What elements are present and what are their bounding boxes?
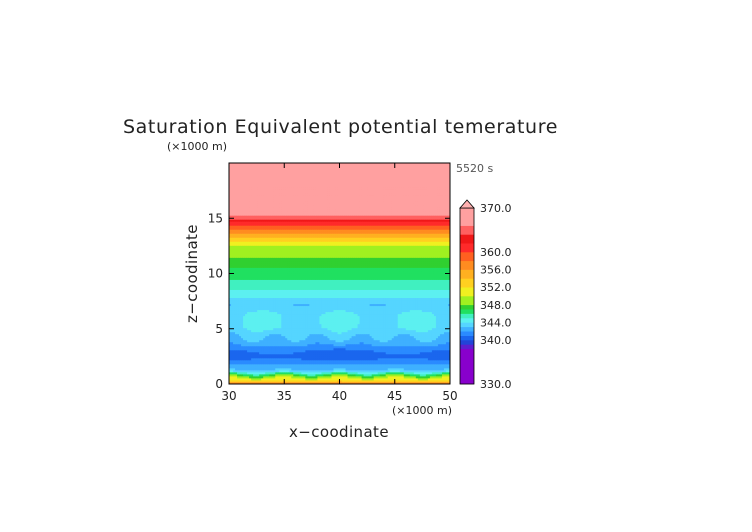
contour-field — [229, 163, 450, 384]
